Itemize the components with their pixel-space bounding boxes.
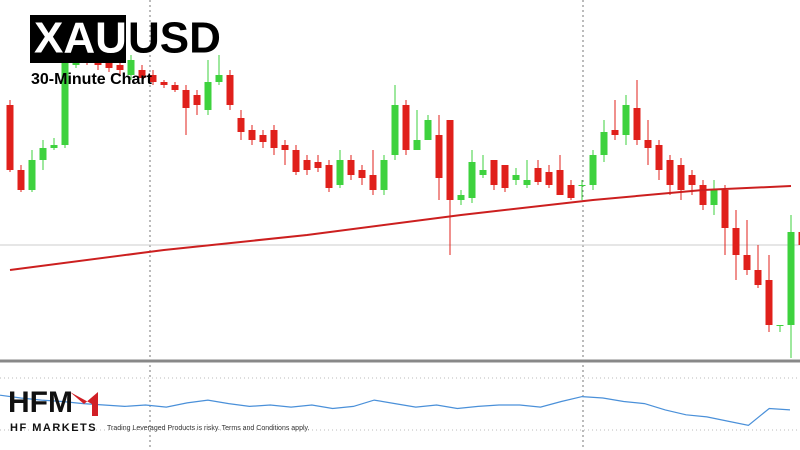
candle-body bbox=[28, 160, 36, 190]
candle-body bbox=[402, 105, 410, 150]
candle-body bbox=[666, 160, 674, 185]
candle-body bbox=[688, 175, 696, 185]
candle-body bbox=[578, 185, 586, 186]
candle-body bbox=[149, 75, 157, 82]
candle-body bbox=[501, 165, 509, 188]
candle-body bbox=[732, 228, 740, 255]
candle-body bbox=[39, 148, 47, 160]
brand: HF MARKETS bbox=[10, 422, 97, 434]
candle-body bbox=[105, 62, 113, 68]
candle-body bbox=[226, 75, 234, 105]
candle-body bbox=[424, 120, 432, 140]
candle-body bbox=[457, 195, 465, 200]
candle-body bbox=[215, 75, 223, 82]
candle-body bbox=[292, 150, 300, 172]
candle-body bbox=[347, 160, 355, 175]
candle-body bbox=[787, 232, 795, 325]
moving-average bbox=[9, 185, 792, 271]
indicator-line bbox=[0, 394, 791, 426]
candle-body bbox=[259, 135, 267, 142]
candle-body bbox=[160, 82, 168, 85]
candle-body bbox=[270, 130, 278, 148]
candle-body bbox=[281, 145, 289, 150]
candle-body bbox=[446, 120, 454, 200]
subtitle: 30-Minute Chart bbox=[31, 71, 153, 88]
candle-body bbox=[776, 325, 784, 326]
candle-body bbox=[677, 165, 685, 190]
title-base: XAU bbox=[34, 14, 127, 63]
candle-body bbox=[611, 130, 619, 135]
candle-body bbox=[358, 170, 366, 178]
candle-body bbox=[336, 160, 344, 185]
candle-body bbox=[633, 108, 641, 140]
candle-body bbox=[765, 280, 773, 325]
candle-body bbox=[721, 190, 729, 228]
candle-body bbox=[369, 175, 377, 190]
candle-body bbox=[380, 160, 388, 190]
candle-body bbox=[710, 190, 718, 205]
candle-body bbox=[116, 65, 124, 70]
candle-body bbox=[798, 232, 800, 245]
candle-body bbox=[413, 140, 421, 150]
candle-body bbox=[204, 82, 212, 110]
candle-body bbox=[479, 170, 487, 175]
candle-body bbox=[644, 140, 652, 148]
candle-body bbox=[391, 105, 399, 155]
candle-body bbox=[303, 160, 311, 170]
candle-body bbox=[556, 170, 564, 195]
candle-body bbox=[248, 130, 256, 140]
candle-body bbox=[600, 132, 608, 155]
candle-body bbox=[325, 165, 333, 188]
candle-body bbox=[567, 185, 575, 198]
title-highlight bbox=[30, 15, 126, 63]
candle-body bbox=[655, 145, 663, 170]
candle-body bbox=[468, 162, 476, 198]
candle-body bbox=[545, 172, 553, 185]
disclaimer: Trading Leveraged Products is risky. Ter… bbox=[107, 425, 310, 432]
candle-body bbox=[435, 135, 443, 178]
candle-body bbox=[743, 255, 751, 270]
candle-body bbox=[512, 175, 520, 180]
candle-body bbox=[17, 170, 25, 190]
candle-body bbox=[754, 270, 762, 285]
candle-body bbox=[182, 90, 190, 108]
candle-body bbox=[237, 118, 245, 132]
candle-body bbox=[589, 155, 597, 185]
candle-body bbox=[699, 185, 707, 205]
logo-accent bbox=[70, 392, 98, 416]
candle-body bbox=[523, 180, 531, 185]
candle-body bbox=[193, 95, 201, 105]
candle-body bbox=[534, 168, 542, 182]
candle-body bbox=[171, 85, 179, 90]
candle-body bbox=[127, 60, 135, 75]
candle-body bbox=[6, 105, 14, 170]
candle-body bbox=[490, 160, 498, 185]
candle-body bbox=[138, 70, 146, 78]
candle-body bbox=[61, 60, 69, 145]
candle-body bbox=[314, 162, 322, 168]
candle-body bbox=[50, 145, 58, 148]
title-quote: USD bbox=[128, 14, 221, 63]
candle-body bbox=[622, 105, 630, 135]
logo: HFM bbox=[8, 386, 73, 419]
